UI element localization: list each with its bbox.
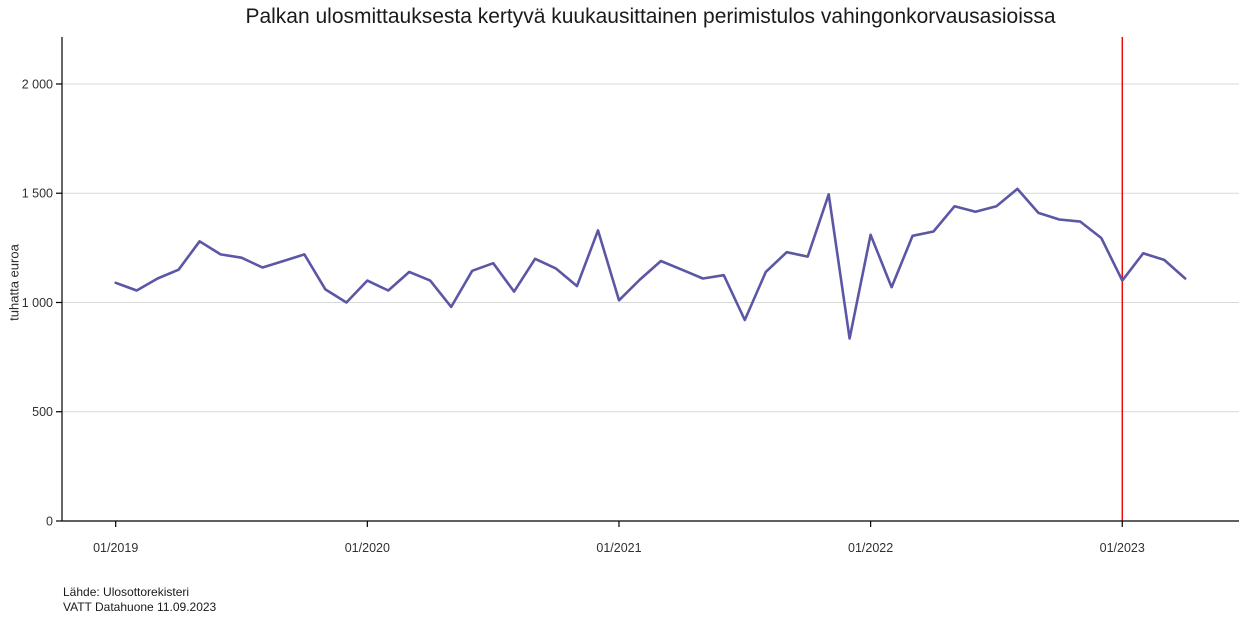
y-tick-label: 1 500 <box>22 187 53 201</box>
series-line <box>114 187 1187 340</box>
attribution-line: VATT Datahuone 11.09.2023 <box>63 599 217 614</box>
source-line: Lähde: Ulosottorekisteri <box>63 585 190 599</box>
y-tick-label: 1 000 <box>22 296 53 310</box>
source-note: Lähde: Ulosottorekisteri VATT Datahuone … <box>63 585 216 614</box>
y-tick-label: 2 000 <box>22 77 53 91</box>
x-tick-label: 01/2020 <box>345 541 390 555</box>
y-tick-label: 500 <box>32 405 53 419</box>
x-tick-label: 01/2019 <box>93 541 138 555</box>
chart-title: Palkan ulosmittauksesta kertyvä kuukausi… <box>245 5 1056 28</box>
x-tick-label: 01/2021 <box>596 541 641 555</box>
x-tick-label: 01/2023 <box>1100 541 1145 555</box>
x-tick-label: 01/2022 <box>848 541 893 555</box>
y-tick-label: 0 <box>46 515 53 529</box>
